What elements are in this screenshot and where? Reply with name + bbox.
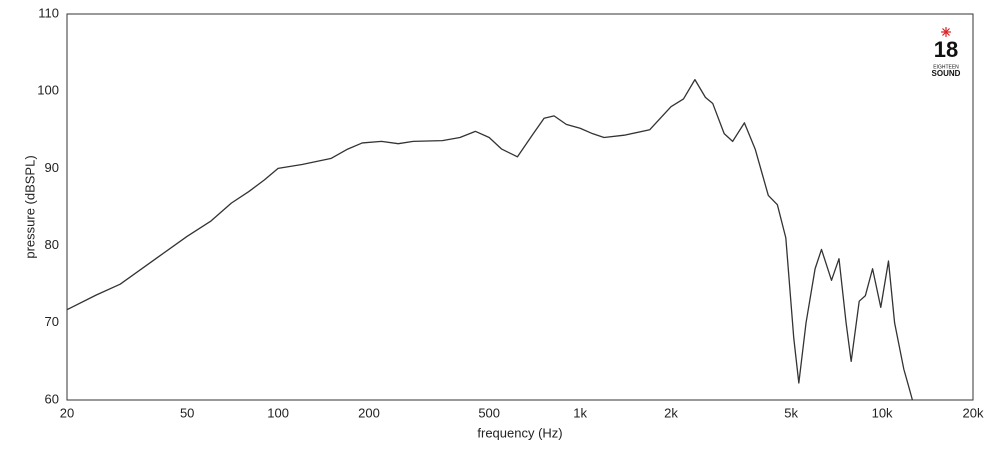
x-tick-label: 20 <box>60 405 74 420</box>
logo: 18 EIGHTEEN SOUND <box>932 27 961 78</box>
y-tick-label: 90 <box>45 160 59 175</box>
logo-line2: SOUND <box>932 69 961 78</box>
x-tick-label: 2k <box>664 405 678 420</box>
x-axis-label: frequency (Hz) <box>477 425 562 440</box>
y-tick-label: 100 <box>37 83 59 98</box>
x-tick-label: 5k <box>784 405 798 420</box>
y-axis-label: pressure (dBSPL) <box>22 155 37 258</box>
x-tick-label: 1k <box>573 405 587 420</box>
x-tick-label: 100 <box>267 405 289 420</box>
y-tick-label: 110 <box>38 5 59 20</box>
logo-star <box>941 27 951 37</box>
logo-line1: EIGHTEEN <box>933 64 959 70</box>
plot-frame <box>66 13 974 401</box>
x-tick-label: 500 <box>478 405 500 420</box>
logo-number: 18 <box>934 37 958 62</box>
response-curve <box>66 78 914 401</box>
x-tick-label: 50 <box>180 405 194 420</box>
y-tick-label: 70 <box>45 314 59 329</box>
x-tick-label: 20k <box>963 405 984 420</box>
x-tick-label: 10k <box>872 405 893 420</box>
y-tick-label: 80 <box>45 237 59 252</box>
x-tick-label: 200 <box>358 405 380 420</box>
y-tick-label: 60 <box>45 391 59 406</box>
